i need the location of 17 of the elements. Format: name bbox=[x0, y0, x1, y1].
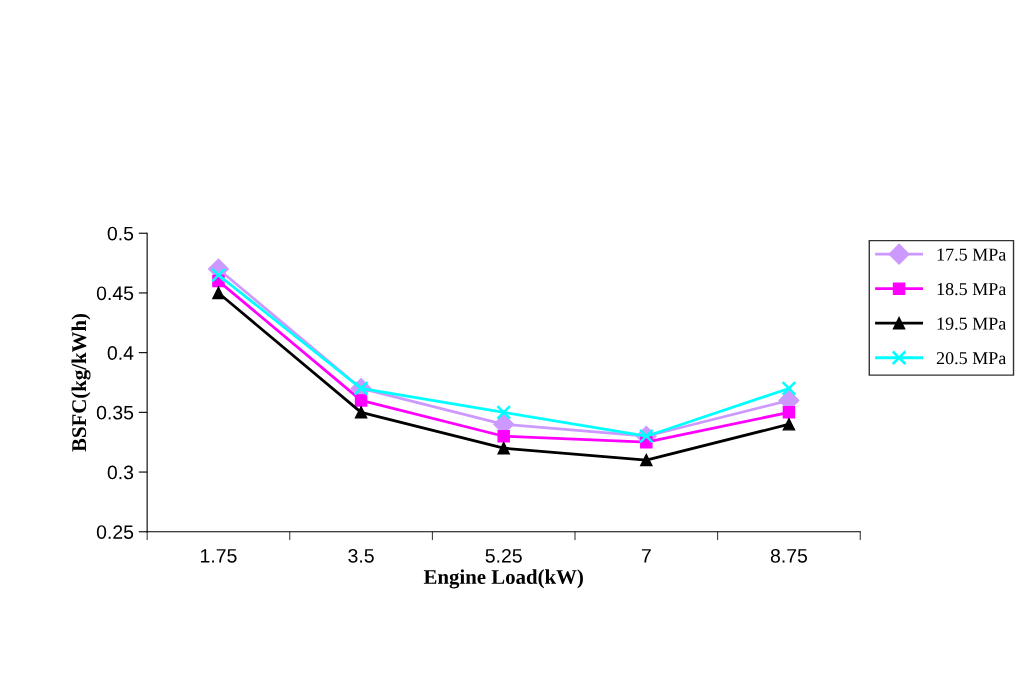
x-tick-label: 8.75 bbox=[770, 548, 808, 563]
y-tick-label: 0.25 bbox=[96, 525, 134, 539]
x-tick-label: 5.25 bbox=[485, 548, 522, 563]
x-tick-label: 7 bbox=[641, 549, 651, 563]
x-tick-label: 1.75 bbox=[201, 549, 237, 563]
legend-label: 19.5 MPa bbox=[937, 317, 1007, 330]
x-tick-label: 3.5 bbox=[348, 548, 374, 563]
legend-label: 18.5 MPa bbox=[937, 282, 1007, 296]
y-tick-label: 0.35 bbox=[96, 405, 134, 420]
y-tick-label: 0.4 bbox=[107, 346, 134, 360]
y-axis-title: BSFC(kg/kWh) bbox=[71, 313, 91, 452]
y-tick-label: 0.45 bbox=[96, 286, 134, 301]
x-axis-title: Engine Load(kW) bbox=[423, 569, 583, 589]
legend-label: 20.5 MPa bbox=[936, 352, 1007, 365]
legend-label: 17.5 MPa bbox=[937, 248, 1007, 261]
y-tick-label: 0.5 bbox=[107, 226, 134, 241]
y-tick-label: 0.3 bbox=[107, 465, 134, 480]
